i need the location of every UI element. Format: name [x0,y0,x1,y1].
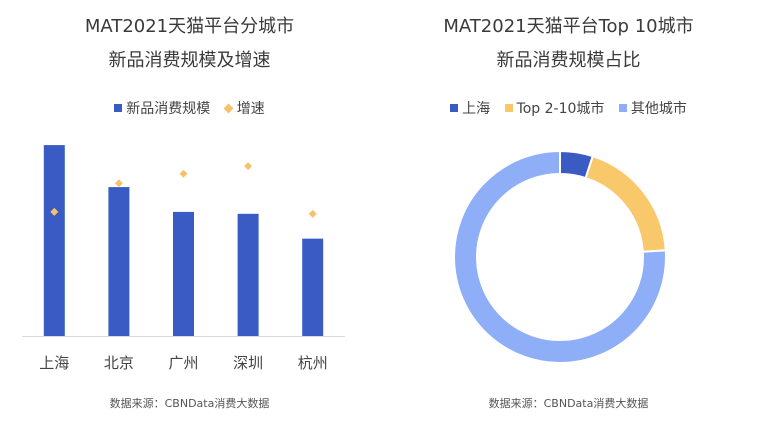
donut-chart-legend: 上海 Top 2-10城市 其他城市 [379,98,758,118]
bar-chart-title-line2: 新品消费规模及增速 [108,50,271,71]
bar-chart-plot: 上海 北京 广州 深圳 杭州 [22,145,345,372]
bar-0 [43,145,65,336]
donut-slice-2 [453,149,667,364]
legend-label-bars: 新品消费规模 [126,101,211,117]
legend-label-shanghai: 上海 [462,101,491,117]
legend-item-bars: 新品消费规模 [114,98,210,118]
growth-marker-0 [50,207,59,216]
x-tick-label-3: 深圳 [233,354,263,372]
legend-item-shanghai: 上海 [450,98,490,118]
x-tick-label-1: 北京 [104,354,134,372]
donut-slice-1 [584,154,667,253]
legend-swatch-top2-10 [504,104,513,112]
x-tick-label-2: 广州 [168,354,198,372]
legend-swatch-bars [114,104,123,112]
bar-2 [173,211,194,336]
donut-chart-panel: MAT2021天猫平台Top 10城市 新品消费规模占比 上海 Top 2-10… [379,0,758,429]
legend-swatch-other-cities [618,104,627,112]
legend-item-top2-10: Top 2-10城市 [504,98,605,118]
x-tick-label-0: 上海 [39,354,69,372]
donut-chart-plot [453,149,667,364]
x-tick-label-4: 杭州 [298,354,328,372]
legend-item-other-cities: 其他城市 [618,98,687,118]
bar-4 [302,238,324,336]
donut-chart-title-line2: 新品消费规模占比 [496,50,641,71]
bar-chart-legend: 新品消费规模 增速 [0,98,379,118]
growth-marker-3 [244,162,253,171]
growth-marker-4 [308,209,317,218]
legend-item-growth: 增速 [223,98,265,118]
donut-chart-source: 数据来源：CBNData消费大数据 [488,397,649,410]
legend-label-growth: 增速 [236,101,265,117]
bar-chart-title-line1: MAT2021天猫平台分城市 [84,16,295,37]
legend-label-other-cities: 其他城市 [630,101,687,117]
bar-3 [237,213,259,336]
bar-1 [108,187,130,336]
bar-chart-source: 数据来源：CBNData消费大数据 [109,397,270,410]
legend-label-top2-10: Top 2-10城市 [516,101,605,117]
legend-swatch-shanghai [450,104,459,112]
growth-marker-1 [114,179,123,188]
bar-chart-panel: MAT2021天猫平台分城市 新品消费规模及增速 新品消费规模 增速 上海 北京 广… [0,16,379,410]
growth-marker-2 [179,169,188,178]
donut-chart-title-line1: MAT2021天猫平台Top 10城市 [443,16,694,37]
